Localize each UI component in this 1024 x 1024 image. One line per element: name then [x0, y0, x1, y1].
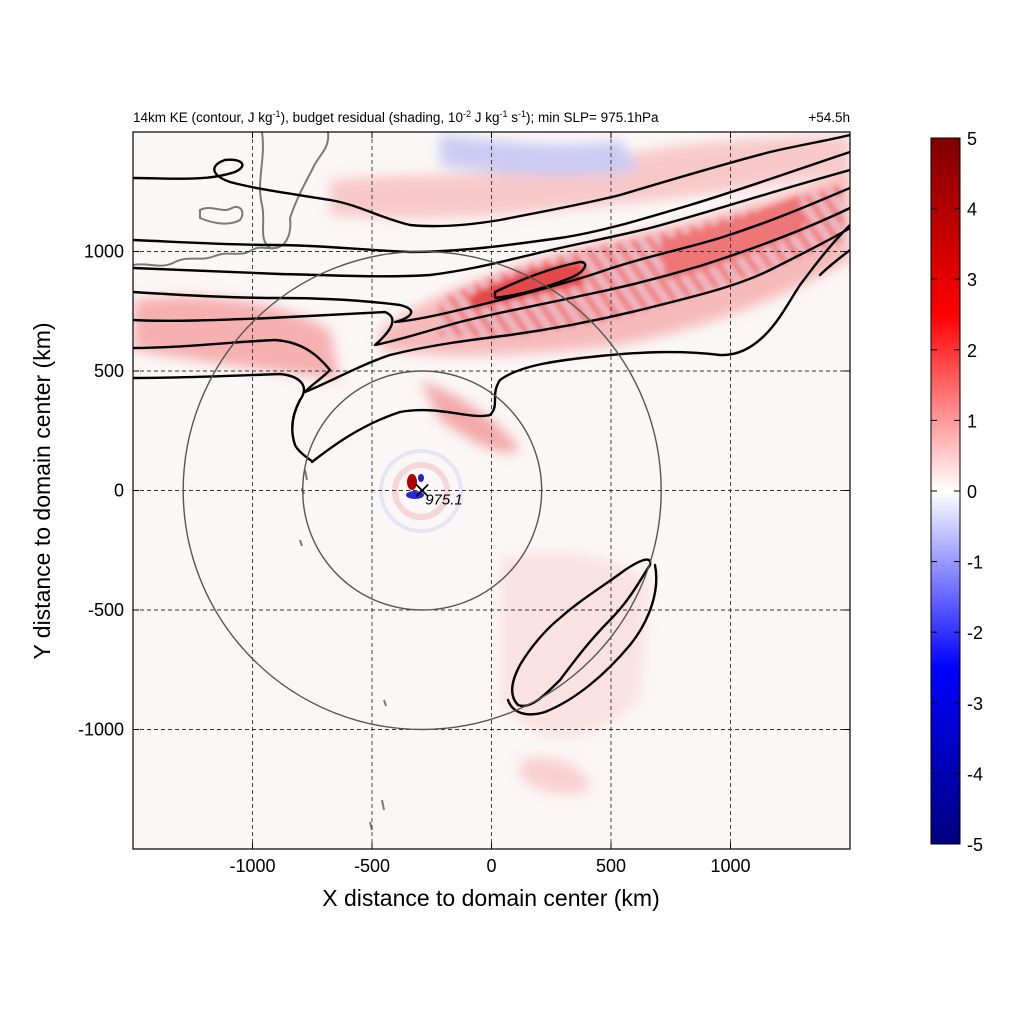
storm-marker-stroke	[415, 483, 429, 498]
colorbar-tick-label: 0	[967, 482, 977, 502]
shading-southeast	[500, 551, 650, 738]
shading-far-south	[520, 757, 590, 795]
coastline-north	[259, 132, 330, 250]
colorbar-tick-label: 2	[967, 341, 977, 361]
range-ring	[182, 250, 662, 731]
core-positive-blob	[407, 474, 417, 490]
colorbar-tick-label: 1	[967, 411, 977, 431]
forecast-hour-label: +54.5h	[808, 110, 850, 125]
y-tick-label: -500	[88, 600, 124, 620]
colorbar-tick-label: 3	[967, 270, 977, 290]
y-tick-label: 1000	[84, 242, 124, 262]
x-tick-label: 0	[486, 856, 496, 876]
range-rings	[182, 250, 662, 731]
x-tick-label: 500	[596, 856, 626, 876]
colorbar-tick-label: -5	[967, 835, 983, 855]
colorbar-tick-label: -2	[967, 623, 983, 643]
colorbar-tick-label: -3	[967, 694, 983, 714]
ke-contour-1	[133, 133, 850, 228]
ke-contour-3	[133, 168, 850, 278]
y-tick-label: 500	[94, 361, 124, 381]
ke-contours	[133, 133, 850, 716]
x-tick-label: -500	[354, 856, 390, 876]
storm-center	[415, 483, 429, 498]
core-negative-blob-2	[418, 474, 424, 482]
x-tick-label: 1000	[710, 856, 750, 876]
colorbar-tick-label: 5	[967, 129, 977, 149]
coastline-island	[199, 206, 244, 225]
y-tick-label: -1000	[78, 720, 124, 740]
texture-jet-east	[660, 195, 805, 280]
colorbar-tick-label: -1	[967, 553, 983, 573]
ke-contour-se-outer	[506, 563, 658, 716]
range-ring	[301, 370, 543, 611]
ke-contour-5	[133, 206, 850, 347]
ke-contour-inner	[493, 260, 587, 300]
core-ring	[392, 462, 450, 520]
ke-contour-se	[510, 558, 652, 708]
x-axis: -1000 -500 0 500 1000	[229, 132, 751, 876]
shading-blue-north	[440, 135, 640, 176]
coastline-west	[133, 245, 281, 267]
x-axis-label: X distance to domain center (km)	[322, 885, 659, 911]
ke-contour-2	[133, 150, 850, 254]
colorbar-tick-label: 4	[967, 200, 977, 220]
grid-lines	[133, 132, 850, 849]
x-tick-label: -1000	[229, 856, 275, 876]
y-tick-label: 0	[114, 481, 124, 501]
chart-title: 14km KE (contour, J kg-1), budget residu…	[133, 109, 659, 125]
ke-contour-6	[133, 226, 850, 394]
y-axis-label: Y distance to domain center (km)	[29, 322, 55, 659]
core-ring-blue	[379, 449, 463, 533]
ke-contour-7	[133, 223, 850, 464]
colorbar-ticks: 5 4 3 2 1 0 -1 -2 -3 -4 -5	[931, 129, 983, 855]
colorbar-tick-label: -4	[967, 764, 983, 784]
min-slp-label: 975.1	[425, 492, 463, 509]
plot-area: 975.1	[133, 132, 850, 849]
y-axis: -1000 -500 0 500 1000	[78, 242, 850, 740]
shading-north-band	[330, 135, 850, 219]
